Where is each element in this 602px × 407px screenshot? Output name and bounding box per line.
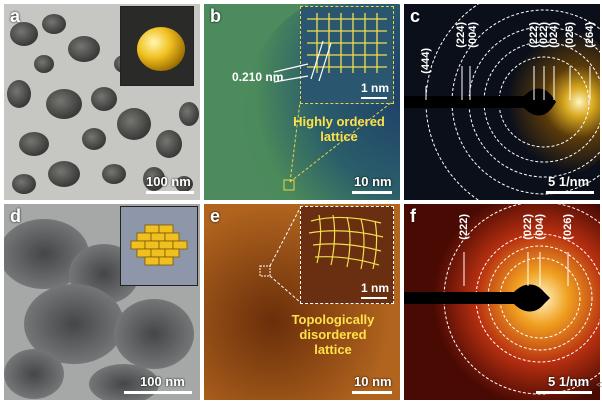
caption-line-2: disordered — [299, 327, 367, 342]
caption-line-1: Highly ordered — [293, 114, 385, 129]
panel-a-tem-image: a 100 nm — [4, 4, 200, 200]
panel-b-hrtem-image: 1 nm 0.210 nm Highly ordered lattice b 1… — [204, 4, 400, 200]
distorted-grid-icon — [308, 214, 384, 270]
side-mark: < — [596, 380, 602, 391]
panel-a-scale-label: 100 nm — [146, 174, 191, 189]
brick-wall-icon — [130, 224, 188, 266]
panel-c-label: c — [410, 6, 421, 26]
panel-b-inset-lattice: 1 nm — [300, 6, 394, 104]
index-004: (004) — [534, 214, 546, 240]
index-026: (026) — [562, 214, 574, 240]
index-024: (024) — [548, 22, 560, 48]
panel-a-scalebar — [146, 191, 194, 194]
panel-b-inset-scalebar — [361, 97, 387, 99]
caption-line-3: lattice — [314, 342, 352, 357]
panel-e-label: e — [210, 206, 221, 226]
index-022: (022) — [522, 214, 534, 240]
panel-c-scale-label: 5 1/nm — [548, 174, 590, 189]
panel-b-inset-scale-label: 1 nm — [361, 81, 390, 95]
panel-f-scalebar — [536, 391, 592, 394]
panel-d-scalebar — [124, 391, 192, 394]
index-222: (222) — [458, 214, 470, 240]
diffuse-rings — [404, 204, 600, 400]
panel-b-scalebar — [352, 191, 392, 194]
panel-a-label: a — [10, 6, 21, 26]
aggregates-image — [4, 204, 200, 400]
panel-b-scale-label: 10 nm — [354, 174, 392, 189]
index-004: (004) — [467, 22, 479, 48]
index-026: (026) — [564, 22, 576, 48]
index-444: (444) — [420, 48, 432, 74]
panel-e-inset-scalebar — [361, 297, 387, 299]
panel-e-scalebar — [352, 391, 392, 394]
panel-d-tem-image: d 100 nm — [4, 204, 200, 400]
panel-f-label: f — [410, 206, 416, 226]
panel-e-inset-scale-label: 1 nm — [361, 281, 390, 295]
panel-c-saed-pattern: (444) (224) (004) (222) (022) (024) (026… — [404, 4, 600, 200]
panel-d-inset-bricks — [120, 206, 198, 286]
ordered-lattice-caption: Highly ordered lattice — [286, 114, 392, 144]
panel-e-scale-label: 10 nm — [354, 374, 392, 389]
panel-f-scale-label: 5 1/nm — [548, 374, 590, 389]
caption-line-2: lattice — [320, 129, 358, 144]
panel-f-saed-pattern: (222) (022) (004) (026) f 5 1/nm — [404, 204, 600, 400]
caption-line-1: Topologically — [291, 312, 375, 327]
zoom-lines — [273, 63, 393, 191]
panel-a-inset-sphere — [120, 6, 194, 86]
panel-c-scalebar — [546, 191, 594, 194]
panel-b-label: b — [210, 6, 221, 26]
diffraction-rings — [404, 4, 600, 200]
index-224: (224) — [455, 22, 467, 48]
gold-sphere-icon — [137, 27, 185, 71]
lattice-spacing-label: 0.210 nm — [232, 70, 284, 84]
panel-d-label: d — [10, 206, 21, 226]
lattice-grid-icon — [307, 13, 387, 82]
index-264: (264) — [584, 22, 596, 48]
panel-e-inset-lattice: 1 nm — [300, 206, 394, 304]
panel-e-hrtem-image: 1 nm Topologically disordered lattice e … — [204, 204, 400, 400]
disordered-lattice-caption: Topologically disordered lattice — [274, 312, 392, 357]
panel-d-scale-label: 100 nm — [140, 374, 185, 389]
